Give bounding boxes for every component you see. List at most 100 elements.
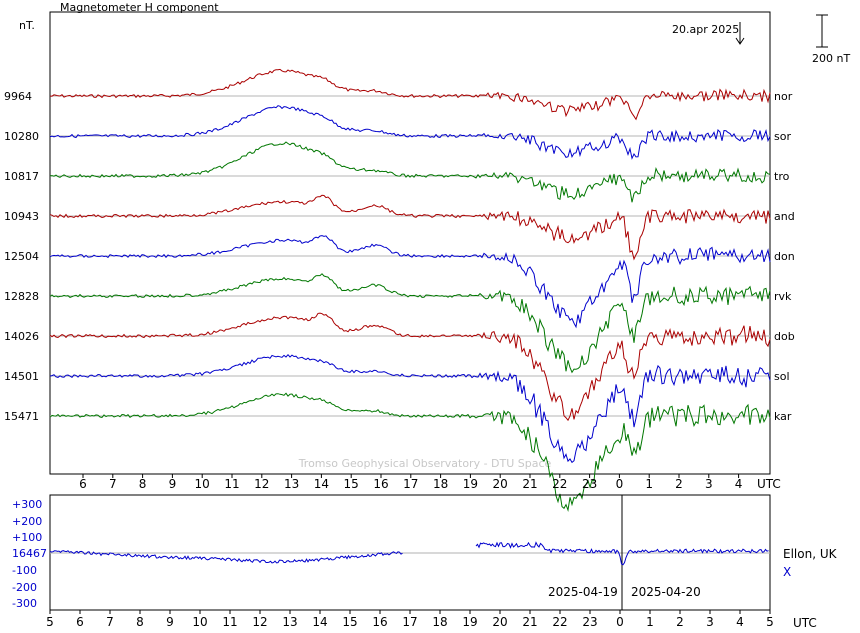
station-code-kar: kar xyxy=(774,410,792,423)
lower-tick-label: 12 xyxy=(252,615,267,629)
chart-title: Magnetometer H component xyxy=(60,1,219,14)
station-code-sor: sor xyxy=(774,130,791,143)
baseline-value-rvk: 12828 xyxy=(4,290,39,303)
lower-tick-label: 17 xyxy=(402,615,417,629)
scale-bar xyxy=(816,14,828,48)
lower-tick-label: 4 xyxy=(736,615,744,629)
trace-sol xyxy=(49,353,771,464)
lower-tick-label: 9 xyxy=(166,615,174,629)
upper-tick-label: 21 xyxy=(522,477,537,491)
upper-tick-label: 8 xyxy=(139,477,147,491)
station-code-don: don xyxy=(774,250,795,263)
upper-tick-label: 15 xyxy=(344,477,359,491)
lower-tick-label: 7 xyxy=(106,615,114,629)
upper-plot-frame xyxy=(49,11,771,475)
upper-tick-label: 11 xyxy=(224,477,239,491)
watermark: Tromso Geophysical Observatory - DTU Spa… xyxy=(298,457,552,470)
upper-tick-label: 12 xyxy=(254,477,269,491)
lower-y-axis: +300 +200 +100 16467 -100 -200 -300 xyxy=(12,498,47,610)
lower-x-axis: 5 6 7 8 9 10 11 12 13 14 15 16 17 18 19 20 21 22 23 0 1 2 3 4 5 xyxy=(46,610,774,629)
upper-tick-label: 1 xyxy=(645,477,653,491)
lower-tick-label: 22 xyxy=(552,615,567,629)
trace-kar xyxy=(49,392,771,512)
lower-y-tick: 16467 xyxy=(12,547,47,560)
upper-tick-label: 9 xyxy=(169,477,177,491)
lower-y-tick: +100 xyxy=(12,531,42,544)
baseline-value-and: 10943 xyxy=(4,210,39,223)
upper-tick-label: 19 xyxy=(463,477,478,491)
station-labels: 9964 nor 10280 sor 10817 tro 10943 and 12504 don 1… xyxy=(4,90,795,423)
lower-tick-label: 8 xyxy=(136,615,144,629)
lower-tick-label: 13 xyxy=(282,615,297,629)
upper-x-axis: 6 7 8 9 10 11 12 13 14 15 16 17 18 19 20 21 22 23 0 1 2 3 4 xyxy=(79,474,742,491)
lower-tick-label: 23 xyxy=(582,615,597,629)
lower-y-tick: -100 xyxy=(12,564,37,577)
upper-tick-label: 17 xyxy=(403,477,418,491)
upper-tick-label: 3 xyxy=(705,477,713,491)
component-label: X xyxy=(783,565,791,579)
lower-tick-label: 2 xyxy=(676,615,684,629)
baseline-value-sol: 14501 xyxy=(4,370,39,383)
lower-tick-label: 11 xyxy=(222,615,237,629)
lower-y-tick: -300 xyxy=(12,597,37,610)
upper-tick-label: 7 xyxy=(109,477,117,491)
station-code-rvk: rvk xyxy=(774,290,792,303)
date-right-label: 2025-04-20 xyxy=(631,585,701,599)
scale-bar-label: 200 nT xyxy=(812,52,850,65)
lower-y-tick: +200 xyxy=(12,515,42,528)
lower-tick-label: 21 xyxy=(522,615,537,629)
baseline-value-tro: 10817 xyxy=(4,170,39,183)
lower-tick-label: 10 xyxy=(192,615,207,629)
trace-dob xyxy=(49,312,771,422)
y-unit-label: nT. xyxy=(19,19,35,32)
upper-tick-label: 16 xyxy=(373,477,388,491)
upper-utc-label: UTC xyxy=(757,477,781,491)
upper-tick-label: 22 xyxy=(552,477,567,491)
upper-tick-label: 0 xyxy=(616,477,624,491)
upper-tick-label: 23 xyxy=(582,477,597,491)
upper-tick-label: 4 xyxy=(735,477,743,491)
upper-tick-label: 2 xyxy=(675,477,683,491)
station-code-tro: tro xyxy=(774,170,790,183)
station-code-nor: nor xyxy=(774,90,793,103)
station-code-sol: sol xyxy=(774,370,790,383)
baseline-value-kar: 15471 xyxy=(4,410,39,423)
trace-tro xyxy=(49,141,771,203)
baseline-value-don: 12504 xyxy=(4,250,39,263)
upper-tick-label: 14 xyxy=(314,477,329,491)
lower-tick-label: 5 xyxy=(766,615,774,629)
upper-tick-label: 6 xyxy=(79,477,87,491)
lower-tick-label: 18 xyxy=(432,615,447,629)
upper-tick-label: 20 xyxy=(493,477,508,491)
trace-nor xyxy=(49,68,771,121)
lower-tick-label: 16 xyxy=(372,615,387,629)
date-left-label: 2025-04-19 xyxy=(548,585,618,599)
baseline-value-sor: 10280 xyxy=(4,130,39,143)
trace-don xyxy=(49,235,771,329)
upper-tick-label: 10 xyxy=(195,477,210,491)
lower-utc-label: UTC xyxy=(793,616,817,630)
trace-rvk xyxy=(49,273,771,374)
lower-tick-label: 0 xyxy=(616,615,624,629)
baseline-value-nor: 9964 xyxy=(4,90,32,103)
date-arrow xyxy=(735,22,745,45)
lower-y-tick: +300 xyxy=(12,498,42,511)
lower-tick-label: 14 xyxy=(312,615,327,629)
lower-tick-label: 5 xyxy=(46,615,54,629)
trace-and xyxy=(49,194,771,261)
station-code-dob: dob xyxy=(774,330,795,343)
lower-tick-label: 15 xyxy=(342,615,357,629)
baseline-value-dob: 14026 xyxy=(4,330,39,343)
lower-tick-label: 1 xyxy=(646,615,654,629)
lower-tick-label: 6 xyxy=(76,615,84,629)
lower-tick-label: 20 xyxy=(492,615,507,629)
trace-sor xyxy=(49,105,771,160)
lower-tick-label: 19 xyxy=(462,615,477,629)
date-label: 20.apr 2025 xyxy=(672,23,739,36)
ellon-trace-right xyxy=(475,541,769,566)
station-code-and: and xyxy=(774,210,795,223)
upper-tick-label: 13 xyxy=(284,477,299,491)
upper-tick-label: 18 xyxy=(433,477,448,491)
ellon-trace-left xyxy=(49,550,403,564)
